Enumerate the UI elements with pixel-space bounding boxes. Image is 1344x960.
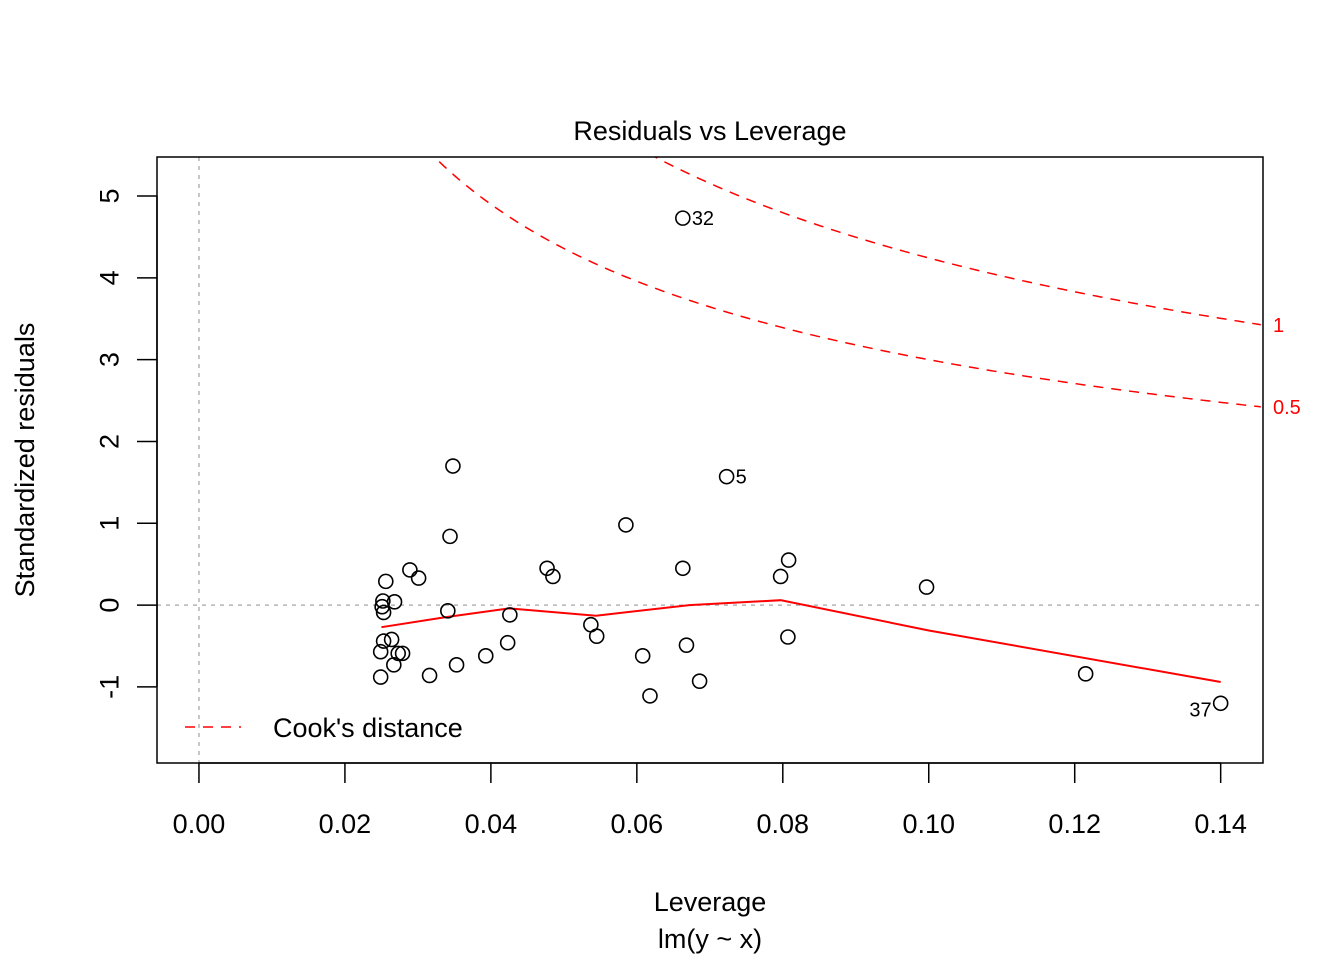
legend: Cook's distance xyxy=(185,713,463,743)
y-tick-label: 0 xyxy=(94,598,124,613)
y-tick-label: 5 xyxy=(94,189,124,204)
data-point xyxy=(918,579,935,595)
data-point xyxy=(410,570,427,586)
cooks-distance-curve-1 xyxy=(653,157,1261,326)
cooks-distance-label-0-5: 0.5 xyxy=(1273,397,1301,419)
x-tick-label: 0.06 xyxy=(611,809,664,839)
x-tick-label: 0.04 xyxy=(465,809,518,839)
y-tick-label: 4 xyxy=(94,270,124,285)
x-tick-label: 0.08 xyxy=(757,809,810,839)
x-tick-label: 0.10 xyxy=(902,809,955,839)
data-point xyxy=(1212,695,1229,712)
data-point xyxy=(634,648,651,664)
data-point xyxy=(386,594,403,610)
data-point xyxy=(377,573,394,590)
data-point xyxy=(675,210,691,226)
plot-frame xyxy=(156,156,1264,764)
data-point xyxy=(502,607,518,623)
y-tick-label: 1 xyxy=(94,516,124,531)
data-point xyxy=(477,648,494,664)
data-point xyxy=(545,568,561,585)
y-tick-label: 3 xyxy=(94,352,124,367)
data-point xyxy=(442,528,458,545)
points-layer xyxy=(372,210,1229,712)
data-point xyxy=(386,657,402,673)
data-point xyxy=(394,645,411,662)
data-point xyxy=(375,633,392,649)
point-labels: 32 5 37 xyxy=(692,208,1212,721)
data-point xyxy=(642,688,658,704)
data-point xyxy=(780,552,797,568)
model-formula-label: lm(y ~ x) xyxy=(658,924,762,954)
data-point xyxy=(499,634,516,651)
point-label-37: 37 xyxy=(1189,699,1211,721)
x-tick-label: 0.02 xyxy=(319,809,372,839)
smoother-line xyxy=(381,599,1221,683)
data-point xyxy=(445,458,461,474)
cooks-distance-curve-0-5 xyxy=(433,157,1261,408)
reference-lines xyxy=(157,157,1263,763)
data-point xyxy=(691,673,708,689)
data-point xyxy=(772,568,789,585)
x-tick-label: 0.00 xyxy=(173,809,226,839)
data-point xyxy=(1077,666,1094,682)
cooks-distance-curves xyxy=(433,157,1261,408)
data-point xyxy=(718,468,735,485)
y-axis-label: Standardized residuals xyxy=(10,323,40,598)
data-point xyxy=(372,669,389,685)
y-tick-label: -1 xyxy=(94,675,124,699)
x-tick-label: 0.12 xyxy=(1048,809,1101,839)
data-point xyxy=(780,629,796,645)
data-point xyxy=(421,667,438,684)
data-point xyxy=(539,560,555,577)
data-point xyxy=(402,562,418,578)
x-axis-label: Leverage xyxy=(654,887,767,917)
cooks-distance-label-1: 1 xyxy=(1273,315,1284,337)
data-point xyxy=(675,560,691,577)
chart-title: Residuals vs Leverage xyxy=(573,116,846,146)
data-point xyxy=(375,604,392,621)
point-label-5: 5 xyxy=(736,467,747,489)
data-point xyxy=(383,631,400,648)
data-point xyxy=(448,657,465,673)
data-point xyxy=(618,517,634,533)
x-tick-label: 0.14 xyxy=(1194,809,1247,839)
point-label-32: 32 xyxy=(692,208,714,230)
data-point xyxy=(440,603,456,619)
smoother-layer xyxy=(381,599,1221,683)
y-axis: -1 0 1 2 3 4 5 xyxy=(94,189,158,699)
data-point xyxy=(375,593,391,609)
y-tick-label: 2 xyxy=(94,434,124,449)
cooks-distance-labels: 0.51 xyxy=(1273,315,1301,419)
legend-label-cooks-distance: Cook's distance xyxy=(273,713,463,743)
data-point xyxy=(588,628,605,644)
x-axis: 0.00 0.02 0.04 0.06 0.08 0.10 0.12 0.14 xyxy=(173,762,1247,839)
data-point xyxy=(678,637,695,653)
data-point xyxy=(372,643,389,660)
